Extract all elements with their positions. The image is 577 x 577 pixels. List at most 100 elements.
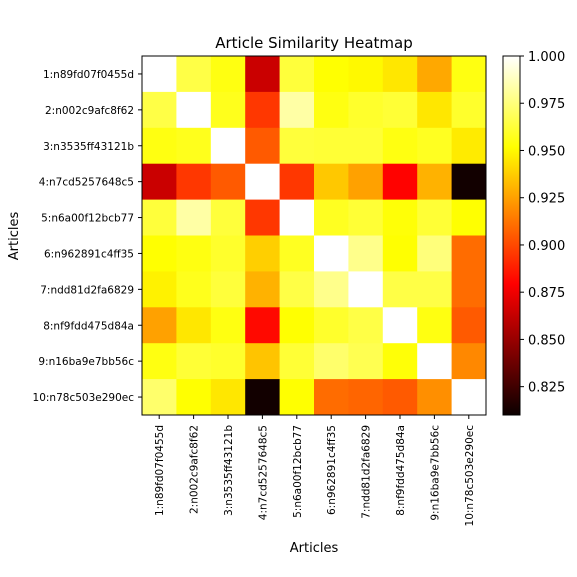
heatmap-cell [210, 271, 246, 308]
heatmap-cell [348, 91, 384, 129]
y-tick-label: 10:n78c503e290ec [33, 392, 135, 404]
y-tick-label: 2:n002c9afc8f62 [45, 105, 134, 117]
y-tick-label: 9:n16ba9e7bb56c [38, 356, 134, 368]
heatmap-cell [245, 379, 281, 416]
x-tick-label: 6:n962891c4ff35 [326, 425, 338, 515]
heatmap-cell [245, 127, 281, 165]
heatmap-cell [142, 127, 177, 165]
x-tick-label: 8:nf9fdd475d84a [395, 425, 407, 516]
heatmap-cell [314, 127, 349, 165]
heatmap-cell [176, 199, 212, 236]
heatmap-cell [451, 56, 487, 93]
heatmap-cell [451, 307, 487, 344]
colorbar-tick-label: 0.925 [528, 192, 565, 207]
heatmap-cell [279, 379, 315, 416]
heatmap-cell [142, 91, 177, 129]
x-tick-label: 7:ndd81d2fa6829 [361, 425, 373, 519]
y-tick-label: 7:ndd81d2fa6829 [40, 284, 134, 296]
heatmap-cell [279, 127, 315, 165]
colorbar-tick-label: 0.950 [528, 144, 565, 159]
x-tick-label: 2:n002c9afc8f62 [189, 425, 201, 514]
heatmap-cell [417, 91, 453, 129]
x-tick-label: 4:n7cd5257648c5 [257, 425, 269, 520]
heatmap-cell [245, 271, 281, 308]
heatmap-cell [279, 163, 315, 201]
heatmap-cell [210, 343, 246, 380]
heatmap-cell [176, 163, 212, 201]
heatmap-cell [176, 379, 212, 416]
heatmap-cell [142, 271, 177, 308]
heatmap-cell [142, 343, 177, 380]
heatmap-cell [314, 163, 349, 201]
heatmap-cell [142, 307, 177, 344]
heatmap-cell [382, 199, 418, 236]
heatmap-cell [382, 235, 418, 272]
heatmap-cell [279, 271, 315, 308]
heatmap-cell [279, 343, 315, 380]
heatmap-cell [417, 127, 453, 165]
x-tick-label: 5:n6a00f12bcb77 [292, 425, 304, 518]
y-tick-label: 3:n3535ff43121b [43, 141, 134, 153]
y-tick-label: 6:n962891c4ff35 [44, 248, 134, 260]
colorbar-tick-label: 0.875 [528, 286, 565, 301]
y-tick-label: 4:n7cd5257648c5 [39, 177, 134, 189]
y-tick-label: 1:n89fd07f0455d [43, 69, 134, 81]
heatmap-cell [142, 379, 177, 416]
heatmap-cell [382, 163, 418, 201]
heatmap-cell [417, 163, 453, 201]
colorbar-tick-label: 0.975 [528, 97, 565, 112]
y-tick-label: 5:n6a00f12bcb77 [41, 213, 134, 225]
x-tick-label: 3:n3535ff43121b [223, 425, 235, 516]
plot-frame [141, 55, 487, 416]
heatmap-cell [451, 199, 487, 236]
colorbar-tick-label: 0.825 [528, 381, 565, 396]
x-tick-label: 1:n89fd07f0455d [154, 425, 166, 516]
y-tick-label: 8:nf9fdd475d84a [43, 320, 134, 332]
heatmap-cell [176, 343, 212, 380]
colorbar-tick-label: 1.000 [528, 50, 565, 65]
heatmap-cell [279, 91, 315, 129]
heatmap-cell [210, 163, 246, 201]
heatmap-cell [314, 307, 349, 344]
heatmap-cell [314, 199, 349, 236]
heatmap-cell [348, 307, 384, 344]
heatmap-cell [279, 199, 315, 236]
heatmap-cell [348, 271, 384, 308]
heatmap-cell [417, 343, 453, 380]
heatmap-cell [348, 235, 384, 272]
heatmap-cell [451, 271, 487, 308]
heatmap-cell [176, 271, 212, 308]
colorbar-tick-label: 0.900 [528, 239, 565, 254]
heatmap-cell [314, 56, 349, 93]
heatmap-cell [382, 379, 418, 416]
heatmap-cell [245, 343, 281, 380]
heatmap-cell [417, 56, 453, 93]
heatmap-cell [210, 199, 246, 236]
heatmap-cell [210, 307, 246, 344]
heatmap-cell [417, 271, 453, 308]
y-axis-label: Articles [7, 212, 22, 261]
heatmap-cell [417, 235, 453, 272]
heatmap-cell [417, 199, 453, 236]
heatmap-cell [176, 91, 212, 129]
heatmap-cell [142, 235, 177, 272]
heatmap-cell [451, 163, 487, 201]
heatmap-cell [314, 235, 349, 272]
heatmap-cell [451, 379, 487, 416]
x-tick-label: 10:n78c503e290ec [464, 425, 476, 527]
x-tick-label: 9:n16ba9e7bb56c [429, 425, 441, 521]
heatmap-cell [142, 56, 177, 93]
heatmap-cell [314, 91, 349, 129]
heatmap-cell [382, 271, 418, 308]
heatmap-cell [382, 307, 418, 344]
heatmap-cell [348, 163, 384, 201]
heatmap-cell [245, 163, 281, 201]
colorbar [502, 55, 521, 416]
heatmap-cell [279, 235, 315, 272]
heatmap-cell [279, 56, 315, 93]
heatmap-cell [245, 307, 281, 344]
heatmap-cell [210, 91, 246, 129]
heatmap-cell [382, 91, 418, 129]
heatmap-cell [314, 271, 349, 308]
